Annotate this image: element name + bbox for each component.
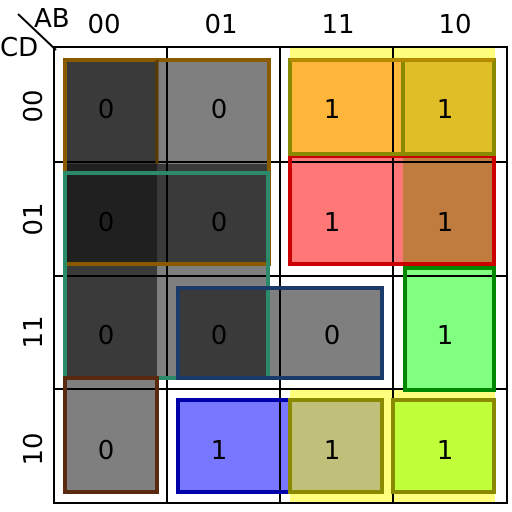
cell-value-r2c1: 0: [211, 321, 228, 351]
row-header-01: 01: [19, 202, 49, 235]
cell-value-r2c3: 1: [437, 321, 454, 351]
cell-fill-r3c1: [178, 400, 290, 492]
group-outline-green: [403, 266, 496, 392]
cell-fill-r2c1: [178, 288, 269, 378]
cell-fill-r2c3: [403, 268, 495, 390]
cell-value-r0c0: 0: [98, 95, 115, 125]
cell-value-r3c0: 0: [98, 436, 115, 466]
cell-value-r3c2: 1: [324, 436, 341, 466]
cell-value-r1c0: 0: [98, 208, 115, 238]
group-outline-teal: [63, 171, 270, 380]
cell-fill-r1c1: [157, 164, 269, 264]
grid: [53, 46, 508, 504]
cell-value-r0c3: 1: [437, 95, 454, 125]
cell-value-r0c1: 0: [211, 95, 228, 125]
row-header-00: 00: [19, 89, 49, 122]
row-header-11: 11: [19, 315, 49, 348]
cell-value-r2c2: 0: [324, 321, 341, 351]
column-header-10: 10: [438, 10, 471, 40]
group-outline-olive-bottom-left: [288, 398, 384, 494]
group-outline-navy: [176, 286, 384, 380]
cell-fill-r3c2: [290, 400, 382, 492]
cell-value-r3c3: 1: [437, 436, 454, 466]
cell-fill-r0c1: [157, 60, 269, 164]
cell-fill-r2c2: [269, 288, 382, 378]
cell-fill-r1c2: [290, 156, 403, 264]
corner-label-cd: CD: [0, 33, 38, 63]
cell-value-r3c1: 1: [211, 436, 228, 466]
cell-fill-r0c2: [290, 60, 403, 154]
cell-fill-r3c0: [64, 378, 157, 492]
cell-fill-r2c0: [64, 264, 157, 378]
corner-label-ab: AB: [34, 4, 70, 34]
cell-value-r1c1: 0: [211, 208, 228, 238]
group-outline-olive-bottom-right: [391, 398, 496, 494]
group-outline-brown: [63, 58, 271, 266]
group-outline-darkbrown: [63, 376, 159, 494]
cell-fill-r1c0: [64, 164, 157, 264]
row-header-10: 10: [19, 432, 49, 465]
cell-value-r0c2: 1: [324, 95, 341, 125]
column-header-01: 01: [204, 10, 237, 40]
cell-value-r2c0: 0: [98, 321, 115, 351]
column-header-00: 00: [87, 10, 120, 40]
cell-value-r1c2: 1: [324, 208, 341, 238]
column-header-11: 11: [321, 10, 354, 40]
cell-value-r1c3: 1: [437, 208, 454, 238]
cell-fill-r0c3: [403, 60, 495, 154]
cell-fill-r0c0: [64, 60, 157, 164]
cell-fill-r3c3: [393, 400, 495, 492]
corner-divider: [17, 13, 57, 51]
cell-fill-r1c3: [403, 156, 495, 264]
